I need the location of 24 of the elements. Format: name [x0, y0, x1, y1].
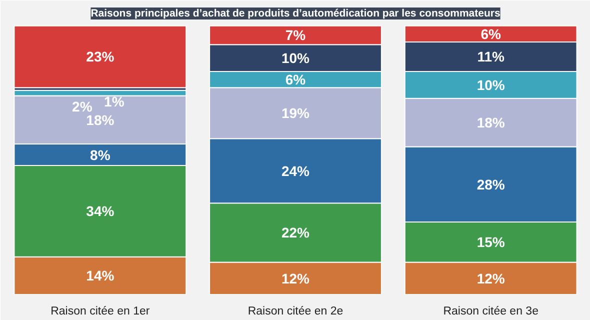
x-tick-label: Raison citée en 3e — [443, 306, 538, 318]
bar — [14, 25, 187, 88]
data-label: 10% — [281, 50, 310, 66]
data-label: 7% — [285, 27, 306, 44]
data-label: 11% — [477, 48, 506, 65]
data-label: 6% — [480, 26, 502, 42]
data-label: 28% — [476, 176, 506, 192]
data-label: 12% — [476, 270, 506, 286]
chart-title: Raisons principales d’achat de produits d’automédication par les consommateurs — [90, 8, 500, 20]
data-label: 22% — [281, 224, 310, 241]
x-tick-label: Raison citée en 2e — [248, 306, 344, 318]
data-label: 19% — [281, 105, 310, 122]
data-label: 15% — [476, 234, 506, 250]
data-label: 14% — [86, 268, 115, 284]
data-label: 23% — [86, 48, 115, 65]
data-label: 10% — [476, 76, 506, 93]
data-label: 34% — [86, 203, 115, 220]
data-label: 6% — [285, 72, 306, 88]
data-label: 8% — [90, 146, 111, 163]
data-label: 18% — [476, 114, 506, 131]
data-label: 1% — [104, 93, 125, 110]
x-tick-label: Raison citée en 1er — [50, 306, 150, 318]
data-label: 24% — [281, 162, 310, 179]
data-label: 12% — [281, 270, 310, 286]
